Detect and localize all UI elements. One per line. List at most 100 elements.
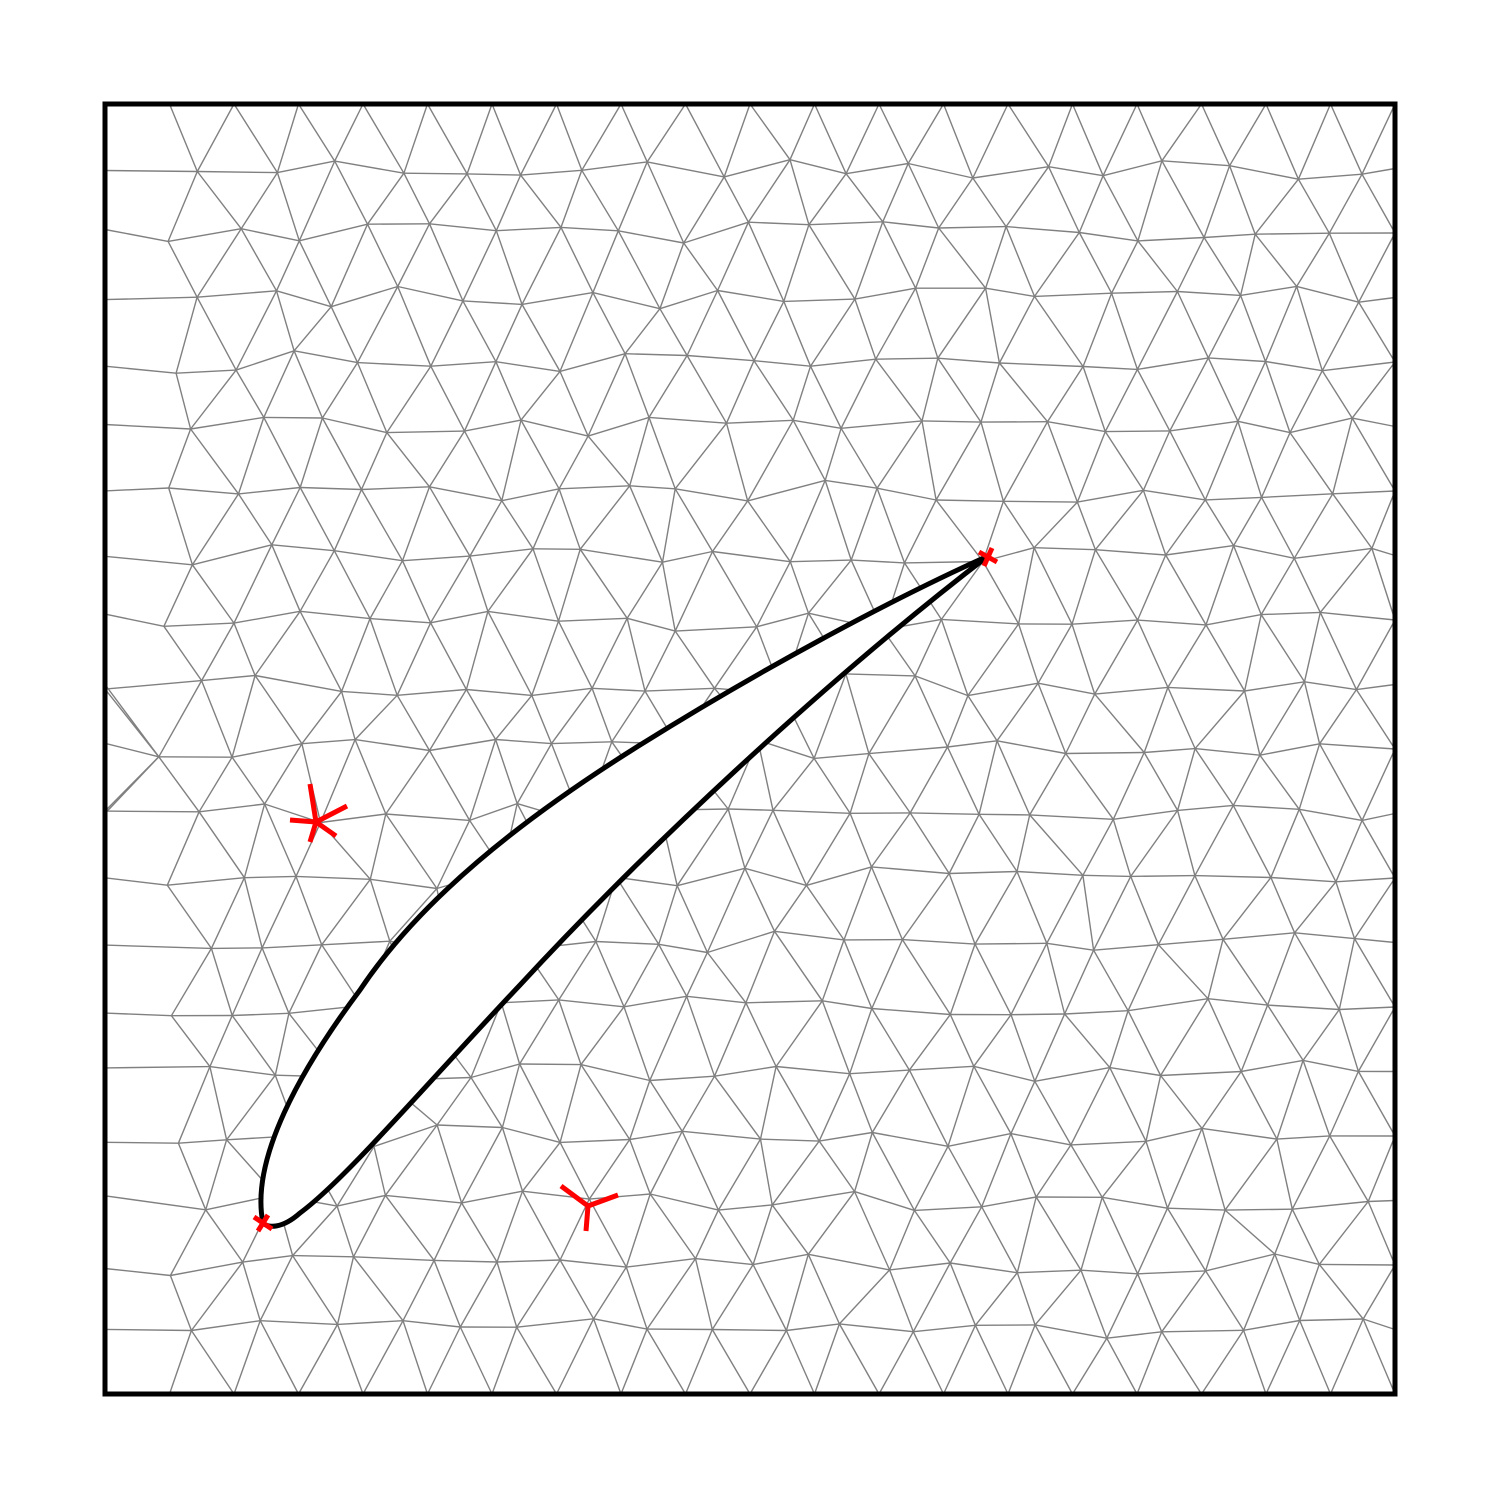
mesh-edge xyxy=(789,103,816,160)
mesh-edge xyxy=(745,931,776,1004)
mesh-edge xyxy=(1297,178,1330,234)
mesh-edge xyxy=(205,1209,244,1263)
mesh-edge xyxy=(1166,1128,1203,1209)
mesh-edge xyxy=(1033,547,1073,625)
mesh-edge xyxy=(191,1320,261,1332)
mesh-edge xyxy=(104,423,191,430)
mesh-edge xyxy=(233,1320,261,1395)
mesh-edge xyxy=(974,1324,1009,1395)
mesh-edge xyxy=(713,626,758,689)
mesh-edge xyxy=(370,878,437,890)
mesh-edge xyxy=(1145,1141,1169,1209)
mesh-edge xyxy=(772,1190,855,1206)
mesh-edge xyxy=(496,1190,524,1263)
mesh-edge xyxy=(243,803,266,878)
mesh-edge xyxy=(1194,875,1224,940)
mesh-edge xyxy=(1078,175,1104,233)
mesh-edge xyxy=(1070,1067,1111,1146)
mesh-edge xyxy=(845,173,884,223)
mesh-edge xyxy=(937,357,1000,364)
mesh-edge xyxy=(1205,545,1235,626)
mesh-edge xyxy=(434,1259,498,1263)
mesh-edge xyxy=(1241,1059,1304,1073)
mesh-edge xyxy=(1224,1209,1276,1255)
mesh-edge xyxy=(591,688,613,743)
mesh-edge xyxy=(1177,290,1241,297)
mesh-edge xyxy=(853,1132,873,1192)
mesh-edge xyxy=(501,419,522,501)
mesh-edge xyxy=(675,488,748,502)
mesh-edge xyxy=(502,1126,561,1144)
mesh-edge xyxy=(871,1069,911,1133)
mesh-edge xyxy=(849,813,873,868)
mesh-edge xyxy=(168,1330,193,1395)
mesh-edge xyxy=(401,560,432,624)
mesh-edge xyxy=(998,362,1049,423)
mesh-edge xyxy=(659,242,685,309)
mesh-edge xyxy=(713,1075,762,1140)
mesh-edge xyxy=(1260,557,1295,615)
mesh-edge xyxy=(1106,1273,1139,1339)
mesh-edge xyxy=(908,162,973,179)
mesh-edge xyxy=(487,611,533,696)
mesh-edge xyxy=(681,1075,716,1132)
mesh-edge xyxy=(910,812,980,815)
mesh-edge xyxy=(772,757,815,811)
mesh-edge xyxy=(196,296,237,371)
mesh-edge xyxy=(789,561,810,614)
mesh-edge xyxy=(491,1326,518,1395)
mesh-edge xyxy=(999,362,1084,368)
mesh-edge xyxy=(587,435,631,487)
mesh-edge xyxy=(1264,286,1298,362)
mesh-edge xyxy=(429,223,497,232)
mesh-edge xyxy=(491,103,522,176)
mesh-edge xyxy=(560,227,594,293)
mesh-edge xyxy=(824,480,852,561)
mesh-edge xyxy=(1017,1269,1082,1274)
mesh-edge xyxy=(1161,1270,1207,1333)
mesh-edge xyxy=(487,548,534,612)
mesh-edge xyxy=(389,888,438,942)
mesh-edge xyxy=(849,753,870,814)
mesh-edge xyxy=(752,1264,788,1331)
mesh-edge xyxy=(297,1324,339,1395)
mesh-edge xyxy=(558,617,628,622)
mesh-edge xyxy=(808,221,883,226)
mesh-edge xyxy=(1302,1060,1331,1137)
mesh-edge xyxy=(940,561,984,620)
mesh-edge xyxy=(592,230,619,293)
mesh-edge xyxy=(950,1262,1018,1274)
mesh-edge xyxy=(263,416,323,419)
mesh-edge xyxy=(783,298,855,303)
mesh-edge xyxy=(237,417,265,495)
mesh-edge xyxy=(557,620,593,689)
mesh-edge xyxy=(1080,1269,1138,1275)
mesh-edge xyxy=(674,630,716,689)
mesh-edge xyxy=(967,623,1020,697)
mesh-edge xyxy=(1205,624,1246,692)
mesh-edge xyxy=(725,360,755,424)
mesh-edge xyxy=(1034,292,1112,298)
trailing-edge-marker xyxy=(977,546,999,568)
mesh-edge xyxy=(1242,1330,1267,1395)
mesh-edge xyxy=(1070,1144,1103,1198)
mesh-edge xyxy=(199,803,265,813)
mesh-edge xyxy=(1160,1070,1242,1077)
mesh-edge xyxy=(1167,1207,1226,1211)
mesh-edge xyxy=(1291,1208,1320,1265)
mesh-edge xyxy=(1318,1263,1364,1320)
mesh-edge xyxy=(263,803,297,877)
mesh-edge xyxy=(658,885,678,945)
mesh-edge xyxy=(878,1331,914,1395)
mesh-edge xyxy=(595,941,625,1008)
mesh-edge xyxy=(385,1194,462,1204)
mesh-edge xyxy=(579,485,631,550)
mesh-edge xyxy=(1130,874,1195,878)
mesh-edge xyxy=(921,420,982,423)
mesh-edge xyxy=(683,176,725,244)
mesh-edge xyxy=(469,500,503,557)
mesh-edge xyxy=(263,350,295,418)
mesh-edge xyxy=(519,103,558,176)
mesh-edge xyxy=(1071,103,1104,176)
mesh-edge xyxy=(1240,285,1297,297)
